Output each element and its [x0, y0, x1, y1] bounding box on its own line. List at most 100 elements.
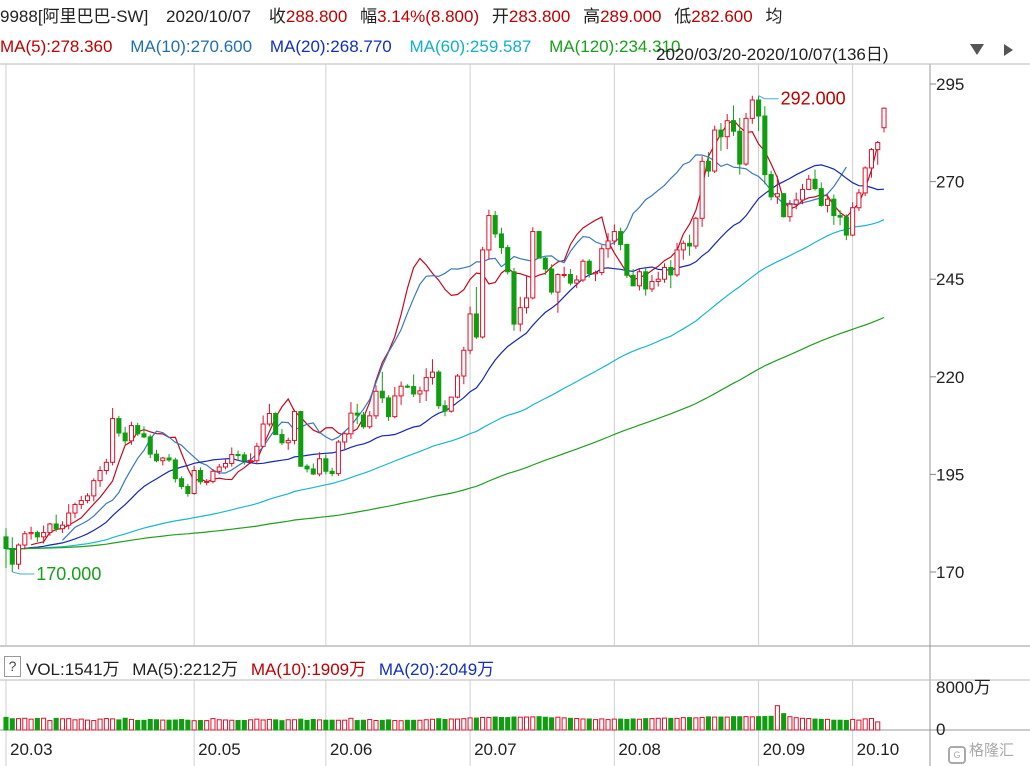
candle-body [605, 240, 611, 250]
candle-body [680, 242, 686, 251]
volume-bar [680, 717, 686, 731]
candle-body [455, 375, 461, 398]
high-label: 高 [583, 7, 601, 26]
candle-body [304, 465, 310, 470]
volume-bar [542, 716, 548, 731]
y-tick-label: 245 [936, 270, 964, 289]
candle-body [749, 99, 755, 119]
candle-body [799, 188, 806, 201]
volume-bar [498, 717, 504, 731]
candle-body [517, 307, 523, 325]
candle-body [611, 231, 617, 242]
ma5-line [30, 119, 879, 546]
volume-bar [153, 719, 160, 731]
volume-bar [574, 717, 580, 731]
volume-bar [436, 718, 442, 731]
volume-bar [674, 717, 680, 731]
volume-bar [279, 720, 285, 731]
candle-body [41, 532, 47, 538]
candle-body [235, 453, 241, 456]
volume-bar [693, 717, 699, 731]
candle-body [110, 418, 116, 463]
candle-body [78, 500, 84, 505]
candle-body [197, 469, 203, 483]
candle-body [348, 412, 354, 435]
dropdown-arrow-icon[interactable] [970, 44, 984, 55]
volume-bar [235, 720, 241, 731]
volume-bar [317, 719, 323, 731]
candle-body [636, 271, 642, 287]
help-button[interactable]: ? [4, 656, 21, 677]
candle-body [354, 412, 360, 416]
candle-body [511, 271, 517, 325]
quote-header: 9988[阿里巴巴-SW] 2020/10/07 收288.800 幅3.14%… [0, 6, 1030, 28]
candle-body [91, 480, 97, 497]
volume-bar [749, 716, 755, 731]
volume-bar [103, 718, 109, 731]
low-value: 282.600 [691, 7, 753, 26]
candle-body [373, 390, 379, 417]
volume-bar [147, 719, 153, 731]
volume-bar [91, 720, 97, 731]
close-value: 288.800 [285, 7, 348, 26]
volume-bar [599, 718, 605, 731]
x-tick-label: 20.05 [198, 740, 241, 759]
candle-body [135, 425, 141, 435]
x-tick-label: 20.06 [330, 740, 373, 759]
high-annotation: 292.000 [781, 89, 846, 109]
candle-body [674, 249, 680, 276]
legend-vol-ma5: MA(5):2212万 [132, 660, 239, 679]
volume-bar [342, 719, 348, 731]
volume-bar [66, 718, 72, 731]
volume-bar [793, 717, 799, 731]
candle-body [505, 247, 511, 273]
candle-body [567, 274, 573, 284]
candle-body [793, 199, 799, 205]
candle-body [831, 198, 837, 217]
candle-body [3, 536, 9, 550]
high-marker-line [758, 95, 779, 100]
candle-body [160, 457, 166, 462]
candle-body [643, 271, 649, 290]
close-label: 收 [268, 7, 286, 26]
volume-bar [806, 718, 812, 731]
candle-body [266, 412, 272, 425]
scroll-right-arrow-icon[interactable] [1004, 44, 1013, 56]
candle-body [536, 231, 542, 259]
change-value: 3.14%(8.800) [377, 7, 480, 26]
legend-ma60: MA(60):259.587 [409, 37, 532, 56]
candle-body [179, 478, 185, 488]
volume-bar [285, 719, 291, 731]
candle-body [624, 243, 630, 276]
candle-body [285, 439, 291, 444]
volume-bar [160, 719, 166, 731]
volume-bar [97, 718, 103, 731]
candle-body [730, 120, 737, 132]
volume-bar [505, 717, 511, 731]
volume-bar [291, 719, 298, 731]
volume-bar [661, 717, 668, 731]
candle-body [360, 414, 367, 428]
volume-bar [373, 719, 379, 731]
volume-bar [555, 716, 561, 731]
candle-body [122, 432, 128, 442]
volume-bar [799, 717, 806, 731]
volume-bar [166, 719, 172, 731]
volume-bar [705, 716, 711, 731]
volume-bar [354, 720, 360, 731]
volume-bar [561, 717, 567, 731]
volume-bar [862, 718, 868, 731]
candle-body [298, 411, 304, 467]
volume-bar [185, 719, 191, 731]
candle-body [229, 453, 235, 464]
high-value: 289.000 [600, 7, 662, 26]
candle-body [172, 459, 178, 480]
candle-body [781, 193, 787, 218]
volume-bar [22, 717, 28, 731]
volume-bar [536, 716, 542, 731]
legend-ma10: MA(10):270.600 [130, 37, 253, 56]
volume-bar [72, 719, 78, 731]
volume-bar [423, 719, 429, 731]
volume-bar [580, 718, 586, 731]
